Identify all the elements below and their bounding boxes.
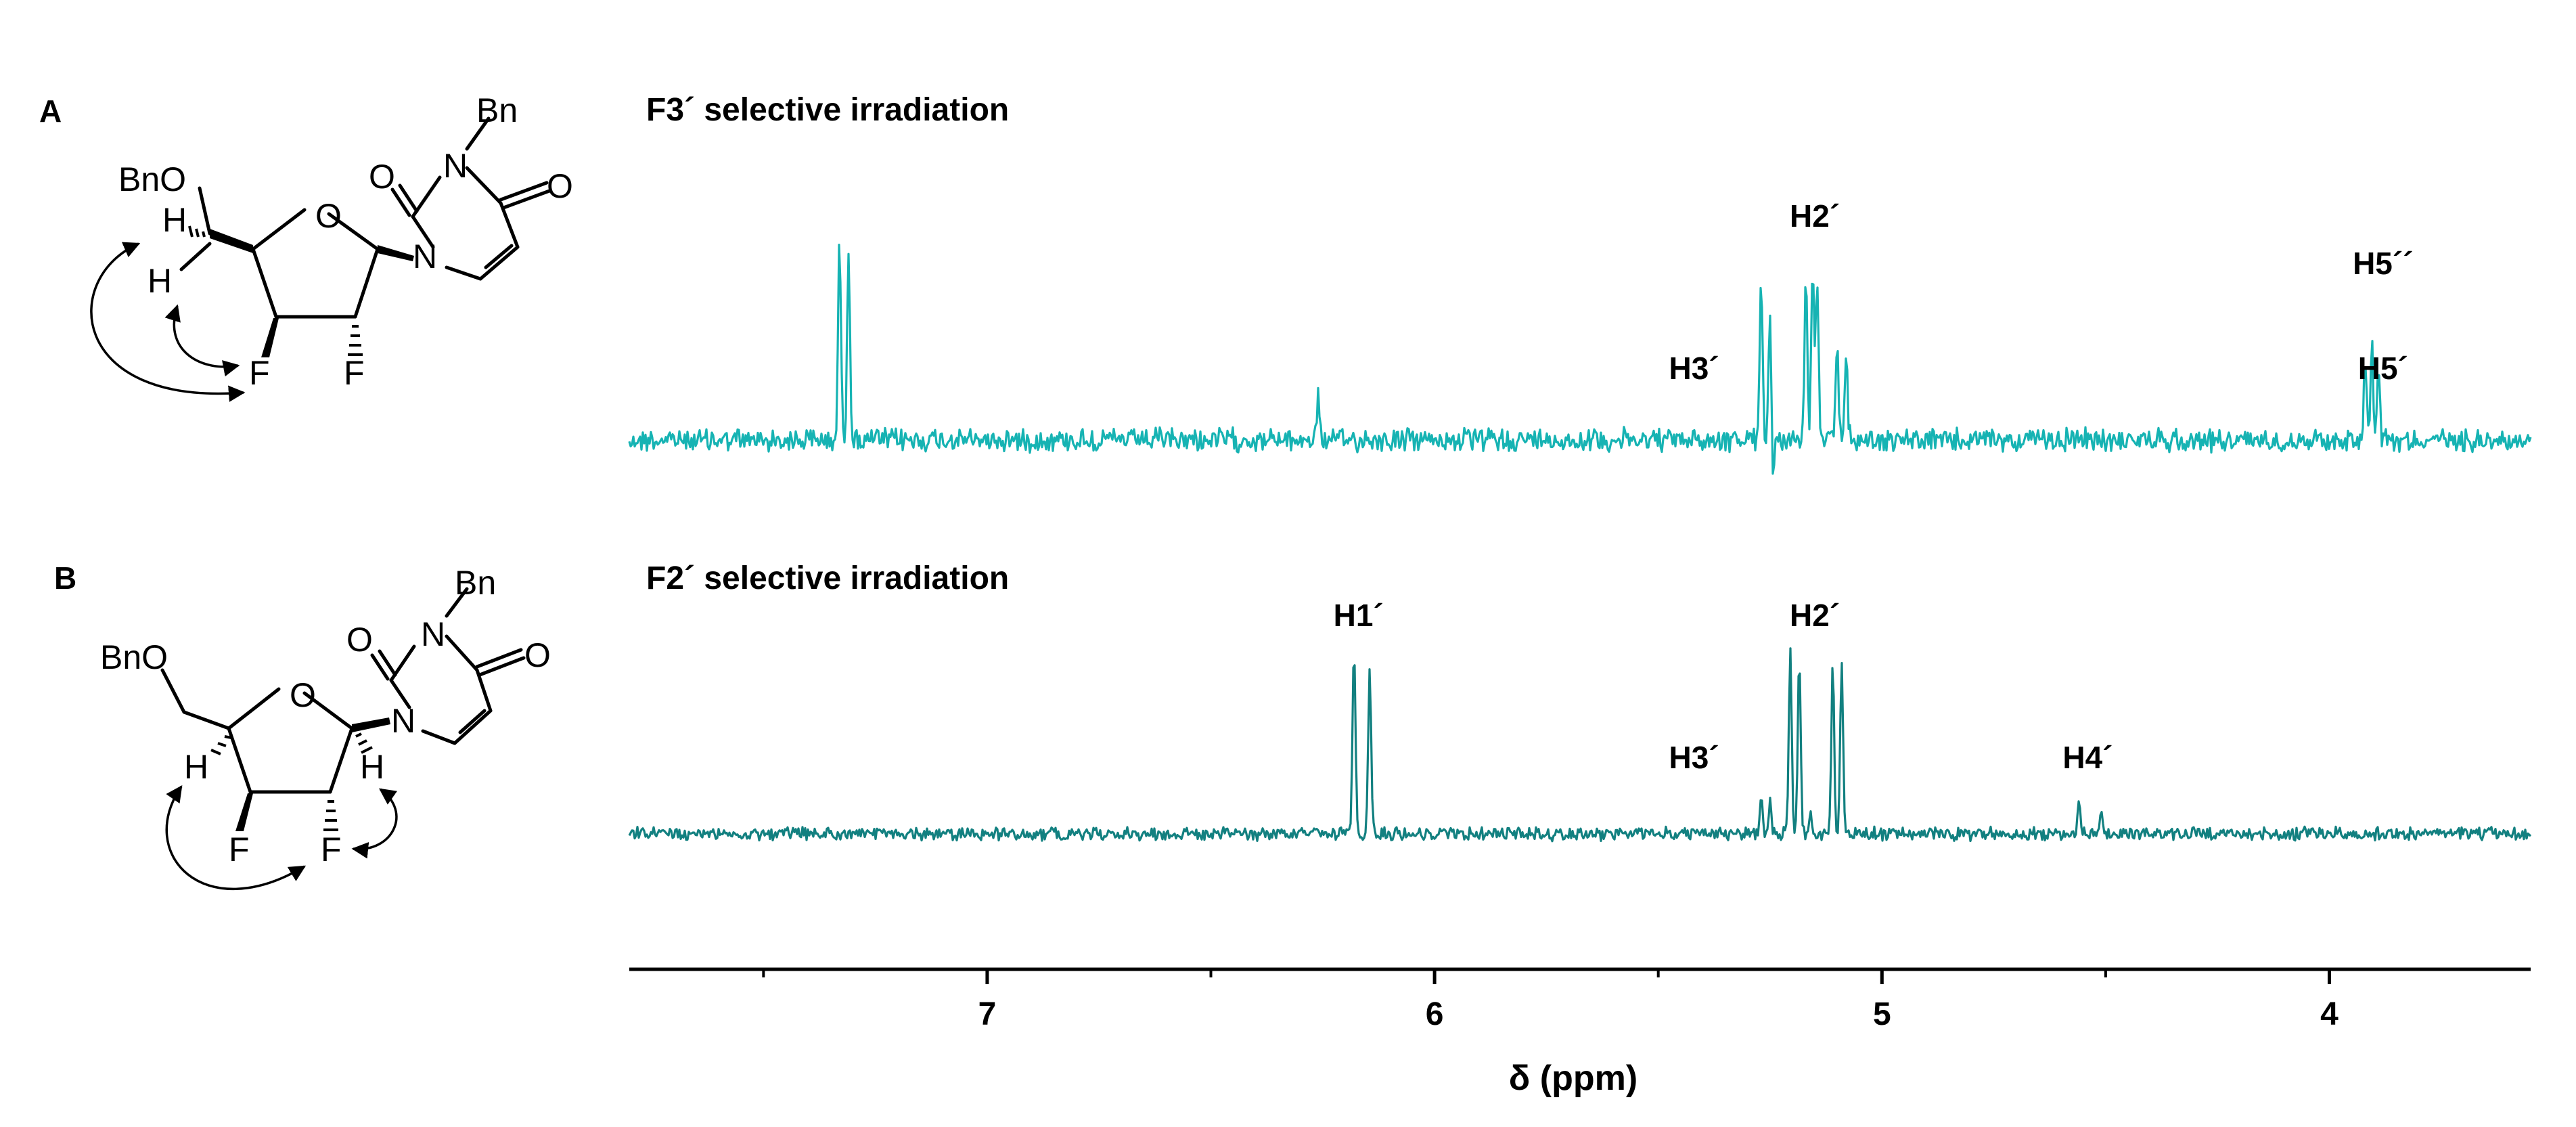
- n3-atom: N: [443, 147, 468, 185]
- benzyloxy-label: BnO: [100, 638, 168, 676]
- peak-label: H1´: [1334, 598, 1384, 633]
- panel-letter-a: A: [39, 93, 62, 129]
- f3-label: F: [249, 354, 270, 392]
- n1-atom: N: [413, 238, 437, 275]
- h5-bottom-label: H: [148, 262, 172, 300]
- peak-label: H2´: [1790, 598, 1840, 633]
- panel-a-title: F3´ selective irradiation: [646, 92, 1009, 128]
- benzyloxy-label: BnO: [118, 160, 186, 198]
- peak-label: H5´: [2358, 351, 2408, 386]
- molecule-b: O N N Bn O O BnO H H F F: [100, 564, 551, 891]
- peak-label: H2´: [1790, 198, 1840, 234]
- ring-oxygen: O: [315, 197, 342, 235]
- tick-label: 6: [1426, 996, 1444, 1032]
- peak-labels: H2´ H3´ H5´´ H5´ H1´ H2´ H3´ H4´: [1334, 198, 2414, 775]
- spectrum-a: [628, 244, 2532, 475]
- x-axis-label: δ (ppm): [1509, 1059, 1637, 1098]
- c2-oxygen: O: [346, 621, 373, 659]
- noe-arrow-inner: [164, 304, 240, 377]
- panel-letter-b: B: [54, 560, 76, 596]
- benzyl-label: Bn: [476, 91, 518, 129]
- ring-oxygen: O: [290, 676, 316, 714]
- h1-label: H: [360, 748, 384, 786]
- f2-label: F: [321, 831, 342, 868]
- f2-label: F: [344, 354, 365, 392]
- tick-label: 4: [2320, 996, 2338, 1032]
- n3-atom: N: [421, 615, 445, 653]
- x-axis: 7 6 5 4: [629, 967, 2531, 1032]
- h5-top-label: H: [162, 201, 187, 239]
- f3-label: F: [229, 831, 250, 868]
- spectrum-b: [628, 647, 2532, 843]
- n1-atom: N: [391, 702, 415, 740]
- molecule-a: O N N Bn O O BnO H H F F: [90, 91, 573, 402]
- tick-label: 5: [1873, 996, 1891, 1032]
- tick-label: 7: [978, 996, 997, 1032]
- noe-arrow-h4-f2: [165, 785, 307, 891]
- noe-arrow-h1-f2: [351, 788, 398, 859]
- benzyl-label: Bn: [455, 564, 496, 602]
- h4-label: H: [184, 748, 208, 786]
- peak-label: H3´: [1669, 351, 1719, 386]
- c4-oxygen: O: [547, 167, 573, 205]
- c4-oxygen: O: [524, 636, 551, 674]
- c2-oxygen: O: [369, 158, 395, 196]
- noe-arrow-outer: [90, 242, 246, 402]
- peak-label: H4´: [2062, 740, 2112, 775]
- peak-label: H5´´: [2353, 246, 2413, 281]
- spectrum-trace: [628, 244, 2532, 475]
- panel-b-title: F2´ selective irradiation: [646, 560, 1009, 596]
- peak-label: H3´: [1669, 740, 1719, 775]
- spectrum-trace: [628, 647, 2532, 843]
